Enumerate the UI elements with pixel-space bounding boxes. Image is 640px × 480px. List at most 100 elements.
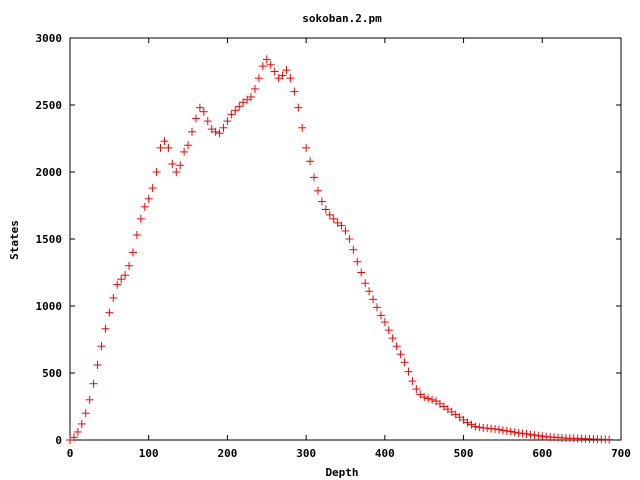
data-point xyxy=(152,168,161,176)
data-point xyxy=(195,103,204,112)
data-point xyxy=(530,431,539,440)
data-point xyxy=(290,87,299,96)
data-point xyxy=(262,55,271,64)
data-point xyxy=(506,427,515,436)
data-point xyxy=(223,117,232,126)
data-point xyxy=(219,123,228,132)
data-point xyxy=(188,127,197,136)
data-point xyxy=(502,426,511,435)
data-point xyxy=(400,358,409,367)
data-point xyxy=(329,214,338,223)
data-point xyxy=(384,326,393,335)
data-point xyxy=(156,143,165,152)
data-point xyxy=(176,161,185,170)
data-point xyxy=(144,194,153,203)
data-point xyxy=(172,168,181,176)
data-point xyxy=(140,202,149,211)
x-axis-ticks: 0 100 200 300 400 500 600 700 xyxy=(67,38,631,460)
data-point xyxy=(278,71,287,80)
data-point xyxy=(180,147,189,156)
data-point xyxy=(408,377,417,386)
data-point xyxy=(298,123,307,132)
data-point xyxy=(93,360,102,369)
data-point xyxy=(534,431,543,440)
data-point xyxy=(109,293,118,302)
data-point xyxy=(514,429,523,438)
chart-title: sokoban.2.pm xyxy=(302,12,382,25)
data-point xyxy=(77,419,86,428)
data-point xyxy=(396,350,405,359)
data-point xyxy=(286,74,295,83)
data-point xyxy=(191,114,200,123)
y-tick-label: 0 xyxy=(55,434,62,447)
data-point xyxy=(494,425,503,434)
data-point xyxy=(357,268,366,277)
data-series xyxy=(66,55,614,444)
data-point xyxy=(97,342,106,351)
data-point xyxy=(247,92,256,101)
data-point xyxy=(475,423,484,432)
x-tick-label: 0 xyxy=(67,447,74,460)
data-point xyxy=(113,280,122,289)
data-point xyxy=(164,143,173,152)
data-point xyxy=(81,409,90,418)
data-point xyxy=(310,173,319,182)
x-tick-label: 700 xyxy=(611,447,631,460)
data-point xyxy=(306,157,315,166)
data-point xyxy=(250,84,259,93)
data-point xyxy=(117,275,126,284)
y-tick-label: 500 xyxy=(42,367,62,380)
data-point xyxy=(199,107,208,116)
data-point xyxy=(467,420,476,429)
data-point xyxy=(227,110,236,119)
data-point xyxy=(365,287,374,296)
data-point xyxy=(420,393,429,402)
data-point xyxy=(215,129,224,138)
data-point xyxy=(270,67,279,76)
data-point xyxy=(412,385,421,394)
data-point xyxy=(491,425,500,434)
data-point xyxy=(361,279,370,288)
data-point xyxy=(105,308,114,317)
data-point xyxy=(404,367,413,376)
data-point xyxy=(321,205,330,214)
data-point xyxy=(522,429,531,438)
data-point xyxy=(125,261,134,270)
data-point xyxy=(258,62,267,71)
data-point xyxy=(73,427,82,436)
data-point xyxy=(231,106,240,115)
y-tick-label: 2000 xyxy=(36,166,63,179)
data-point xyxy=(254,74,263,83)
data-point xyxy=(471,422,480,431)
data-point xyxy=(424,394,433,403)
data-point xyxy=(160,137,169,146)
x-axis-label: Depth xyxy=(325,466,358,479)
data-point xyxy=(345,235,354,243)
y-tick-label: 3000 xyxy=(36,32,63,45)
x-tick-label: 100 xyxy=(139,447,159,460)
data-point xyxy=(168,159,177,168)
data-point xyxy=(392,342,401,351)
y-tick-label: 1500 xyxy=(36,233,63,246)
x-tick-label: 600 xyxy=(532,447,552,460)
data-point xyxy=(313,186,322,195)
data-point xyxy=(266,60,275,69)
data-point xyxy=(136,214,145,223)
x-tick-label: 400 xyxy=(375,447,395,460)
data-point xyxy=(463,418,472,427)
x-tick-label: 200 xyxy=(217,447,237,460)
data-point xyxy=(372,303,381,312)
data-point xyxy=(101,324,110,333)
y-tick-label: 1000 xyxy=(36,300,63,313)
data-point xyxy=(605,435,614,444)
data-point xyxy=(317,197,326,206)
data-point xyxy=(302,143,311,152)
data-point xyxy=(510,428,519,437)
data-point xyxy=(282,66,291,75)
data-point xyxy=(337,221,346,230)
y-axis-label: States xyxy=(8,220,21,260)
data-point xyxy=(349,245,358,254)
x-tick-label: 300 xyxy=(296,447,316,460)
data-point xyxy=(376,311,385,320)
y-axis-ticks: 0 500 1000 1500 2000 2500 3000 xyxy=(36,32,621,447)
